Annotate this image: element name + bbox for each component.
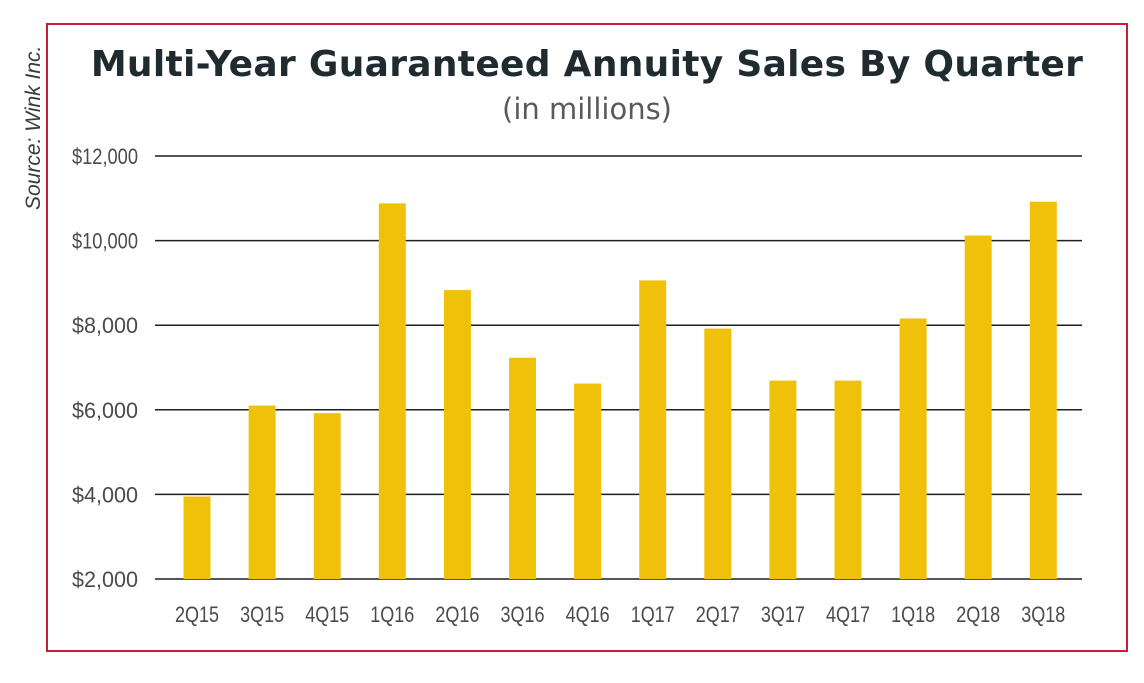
bar-1q16	[378, 203, 406, 579]
y-tick-label: $6,000	[72, 398, 138, 423]
bar-2q17	[704, 328, 732, 579]
y-tick-label: $8,000	[72, 313, 138, 338]
x-tick-label: 4Q15	[305, 602, 349, 627]
y-tick-label: $12,000	[72, 144, 138, 169]
y-axis-ticks: $2,000 $4,000 $6,000 $8,000 $10,000 $12,000	[72, 144, 138, 592]
chart-subtitle: (in millions)	[502, 92, 672, 126]
bar-4q17	[834, 380, 862, 579]
x-axis-ticks: 2Q15 3Q15 4Q15 1Q16 2Q16 3Q16 4Q16 1Q17 2Q17 3Q17…	[175, 602, 1065, 627]
bar-2q15	[183, 496, 211, 579]
x-tick-label: 2Q16	[435, 602, 479, 627]
y-tick-label: $2,000	[72, 567, 138, 592]
chart-frame	[46, 23, 1128, 652]
x-tick-label: 2Q18	[956, 602, 1000, 627]
bar-4q16	[574, 383, 602, 579]
x-tick-label: 2Q17	[696, 602, 740, 627]
x-tick-label: 1Q16	[370, 602, 414, 627]
bar-1q17	[639, 280, 667, 579]
bar-1q18	[899, 318, 927, 579]
x-tick-label: 3Q16	[501, 602, 545, 627]
bar-3q18	[1029, 201, 1057, 579]
x-tick-label: 1Q18	[891, 602, 935, 627]
bar-3q17	[769, 380, 797, 579]
x-tick-label: 3Q17	[761, 602, 805, 627]
bar-4q15	[313, 413, 341, 579]
x-tick-label: 1Q17	[631, 602, 675, 627]
bar-2q16	[443, 290, 471, 579]
y-tick-label: $4,000	[72, 482, 138, 507]
gridlines	[155, 155, 1082, 580]
x-tick-label: 3Q15	[240, 602, 284, 627]
y-tick-label: $10,000	[72, 229, 138, 254]
bar-3q16	[509, 357, 536, 579]
bar-3q15	[248, 405, 276, 579]
x-tick-label: 2Q15	[175, 602, 219, 627]
x-tick-label: 4Q17	[826, 602, 870, 627]
bar-2q18	[964, 235, 992, 580]
x-tick-label: 4Q16	[566, 602, 610, 627]
chart-title: Multi-Year Guaranteed Annuity Sales By Q…	[90, 44, 1084, 85]
bars	[183, 201, 1057, 580]
x-tick-label: 3Q18	[1021, 602, 1065, 627]
